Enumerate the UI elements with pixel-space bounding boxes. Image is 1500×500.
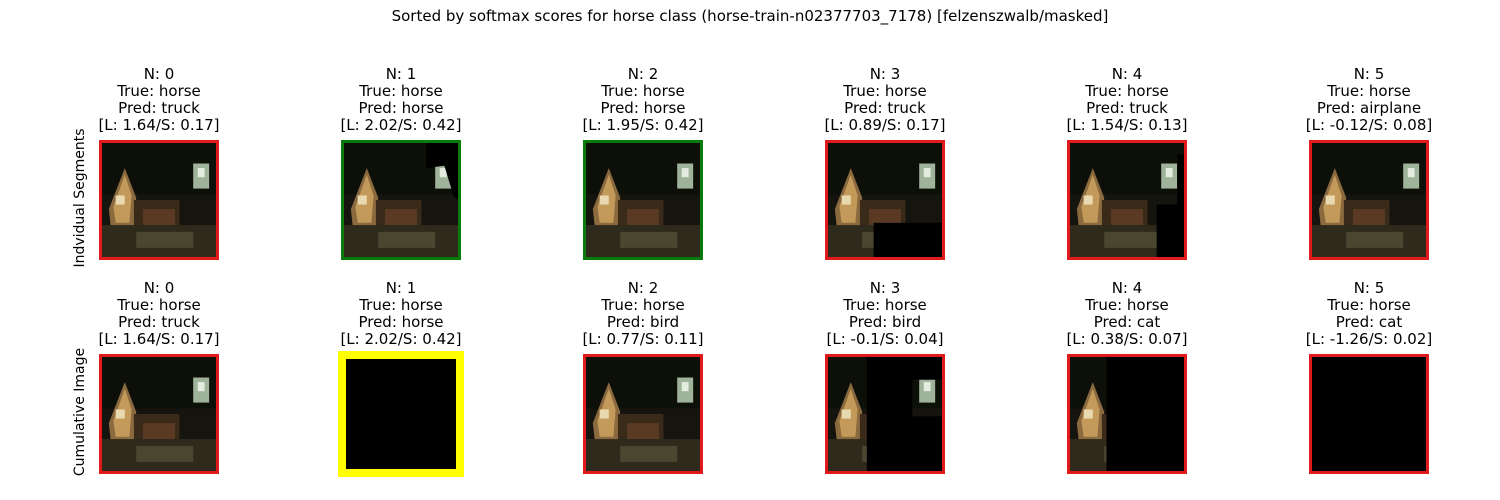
panel-title-n: N: 1 xyxy=(385,279,417,297)
panel-image xyxy=(1067,354,1187,474)
panel-title-scores: [L: 0.77/S: 0.11] xyxy=(582,330,704,348)
panel-title: N: 1 True: horse Pred: horse [L: 2.02/S: 0.… xyxy=(281,66,521,134)
panel-title: N: 0 True: horse Pred: truck [L: 1.64/S: 0.… xyxy=(39,280,279,348)
panel-title-n: N: 4 xyxy=(1111,279,1143,297)
panel-title-truth: True: horse xyxy=(843,82,927,100)
panel-title-truth: True: horse xyxy=(601,82,685,100)
panel-title-truth: True: horse xyxy=(359,82,443,100)
panel-title-pred: Pred: truck xyxy=(1086,99,1168,117)
panel-title-n: N: 0 xyxy=(143,65,175,83)
panel-image xyxy=(1309,140,1429,260)
segment-image xyxy=(346,359,456,469)
panel-title-scores: [L: 2.02/S: 0.42] xyxy=(340,330,462,348)
segment-image xyxy=(102,357,216,471)
panel-title-scores: [L: -0.12/S: 0.08] xyxy=(1305,116,1433,134)
panel-title-truth: True: horse xyxy=(1085,296,1169,314)
segment-image xyxy=(344,143,458,257)
panel-image xyxy=(1309,354,1429,474)
panel-title-pred: Pred: bird xyxy=(606,313,680,331)
segment-image xyxy=(1312,357,1426,471)
panel-title: N: 0 True: horse Pred: truck [L: 1.64/S: 0.… xyxy=(39,66,279,134)
segment-image xyxy=(1070,143,1184,257)
panel-title-n: N: 3 xyxy=(869,279,901,297)
segment-image xyxy=(828,143,942,257)
panel-title-pred: Pred: horse xyxy=(600,99,686,117)
row-label-cumulative-image: Cumulative Image xyxy=(72,347,88,477)
panel-title: N: 3 True: horse Pred: truck [L: 0.89/S: 0.… xyxy=(765,66,1005,134)
panel-title-truth: True: horse xyxy=(1327,82,1411,100)
segment-image xyxy=(102,143,216,257)
panel-title-pred: Pred: horse xyxy=(358,313,444,331)
panel-title: N: 3 True: horse Pred: bird [L: -0.1/S: 0.0… xyxy=(765,280,1005,348)
panel-title: N: 1 True: horse Pred: horse [L: 2.02/S: 0.… xyxy=(281,280,521,348)
panel-title-scores: [L: 0.89/S: 0.17] xyxy=(824,116,946,134)
panel-image xyxy=(338,351,464,477)
panel-title-n: N: 5 xyxy=(1353,65,1385,83)
panel-title-n: N: 3 xyxy=(869,65,901,83)
panel-title-n: N: 0 xyxy=(143,279,175,297)
panel-title-pred: Pred: cat xyxy=(1093,313,1161,331)
panel-title-scores: [L: 1.95/S: 0.42] xyxy=(582,116,704,134)
panel-title-truth: True: horse xyxy=(601,296,685,314)
panel-title-pred: Pred: cat xyxy=(1335,313,1403,331)
panel-image xyxy=(1067,140,1187,260)
panel-image xyxy=(341,140,461,260)
panel-title-pred: Pred: airplane xyxy=(1316,99,1422,117)
panel-title-truth: True: horse xyxy=(843,296,927,314)
panel-title-scores: [L: -0.1/S: 0.04] xyxy=(826,330,944,348)
panel-title-n: N: 2 xyxy=(627,279,659,297)
panel-title-scores: [L: 0.38/S: 0.07] xyxy=(1066,330,1188,348)
panel-title-truth: True: horse xyxy=(359,296,443,314)
panel-title: N: 2 True: horse Pred: bird [L: 0.77/S: 0.1… xyxy=(523,280,763,348)
panel-title-pred: Pred: truck xyxy=(118,313,200,331)
panel-title-n: N: 1 xyxy=(385,65,417,83)
panel-title-scores: [L: 2.02/S: 0.42] xyxy=(340,116,462,134)
panel-title-n: N: 4 xyxy=(1111,65,1143,83)
panel-image xyxy=(825,140,945,260)
panel-title-pred: Pred: bird xyxy=(848,313,922,331)
panel-title: N: 4 True: horse Pred: truck [L: 1.54/S: 0.… xyxy=(1007,66,1247,134)
panel-title-scores: [L: 1.64/S: 0.17] xyxy=(98,116,220,134)
panel-image xyxy=(583,354,703,474)
panel-title: N: 2 True: horse Pred: horse [L: 1.95/S: 0.… xyxy=(523,66,763,134)
panel-title-scores: [L: 1.54/S: 0.13] xyxy=(1066,116,1188,134)
panel-image xyxy=(99,140,219,260)
panel-title-scores: [L: 1.64/S: 0.17] xyxy=(98,330,220,348)
panel-title-n: N: 5 xyxy=(1353,279,1385,297)
panel-title-truth: True: horse xyxy=(117,296,201,314)
panel-title-n: N: 2 xyxy=(627,65,659,83)
panel-title-pred: Pred: truck xyxy=(118,99,200,117)
figure-title: Sorted by softmax scores for horse class… xyxy=(391,7,1109,25)
segment-image xyxy=(1312,143,1426,257)
panel-title-truth: True: horse xyxy=(1085,82,1169,100)
row-label-individual-segments: Indvidual Segments xyxy=(72,128,88,268)
panel-image xyxy=(583,140,703,260)
panel-title-truth: True: horse xyxy=(1327,296,1411,314)
panel-title: N: 5 True: horse Pred: airplane [L: -0.12/S… xyxy=(1249,66,1489,134)
panel-title-scores: [L: -1.26/S: 0.02] xyxy=(1305,330,1433,348)
segment-image xyxy=(586,357,700,471)
panel-image xyxy=(99,354,219,474)
panel-title-pred: Pred: truck xyxy=(844,99,926,117)
panel-title: N: 5 True: horse Pred: cat [L: -1.26/S: 0.0… xyxy=(1249,280,1489,348)
panel-image xyxy=(825,354,945,474)
panel-title-pred: Pred: horse xyxy=(358,99,444,117)
panel-title-truth: True: horse xyxy=(117,82,201,100)
panel-title: N: 4 True: horse Pred: cat [L: 0.38/S: 0.07… xyxy=(1007,280,1247,348)
segment-image xyxy=(1070,357,1107,471)
segment-image xyxy=(828,357,942,471)
segment-image xyxy=(586,143,700,257)
